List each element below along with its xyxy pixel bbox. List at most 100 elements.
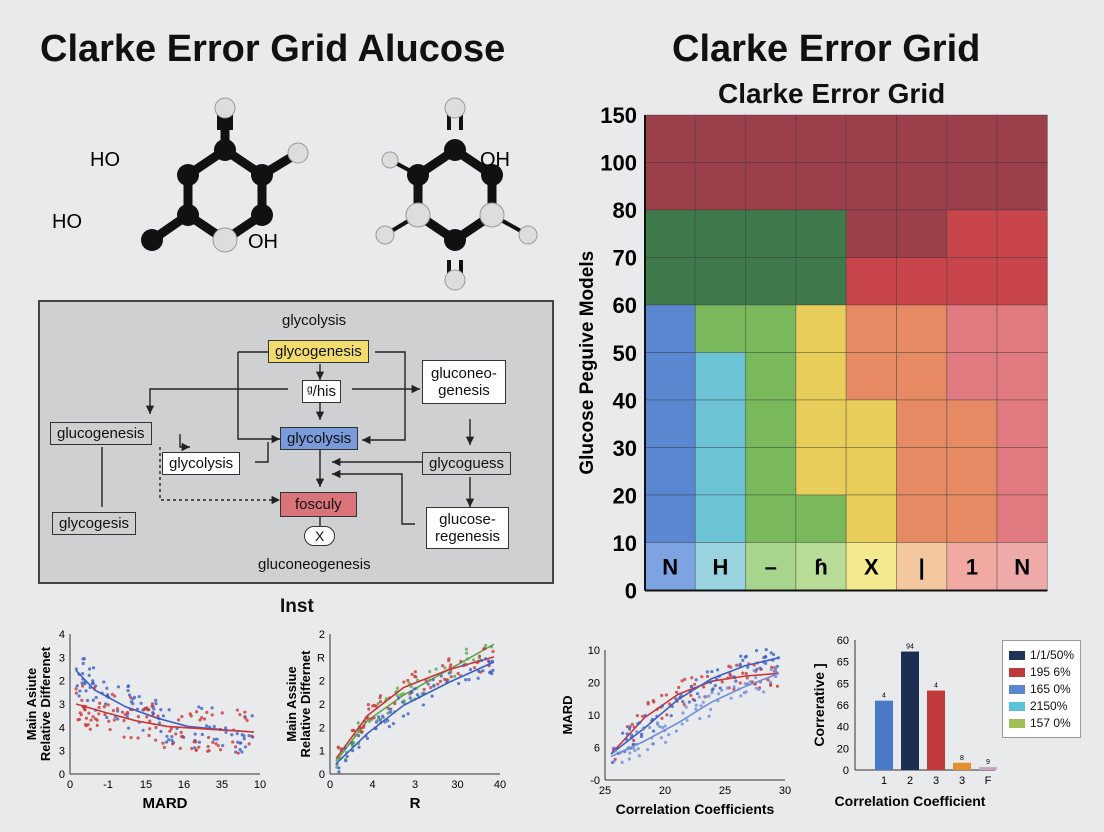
scatter-point	[443, 677, 447, 681]
scatter-point	[632, 738, 636, 743]
scatter-point	[250, 714, 254, 718]
grid-cell	[694, 209, 747, 258]
scatter-point	[429, 685, 433, 690]
scatter-point	[243, 710, 247, 714]
scatter-point	[92, 686, 97, 690]
scatter-point	[131, 702, 135, 706]
scatter-point	[143, 706, 147, 711]
scatter-point	[685, 718, 689, 722]
scatter-point	[198, 718, 202, 722]
bar-data-label: 4	[882, 693, 886, 700]
y-axis-title: Main Assiue	[284, 666, 299, 741]
grid-cell	[996, 162, 1048, 211]
scatter-point	[194, 710, 199, 714]
scatter-point	[139, 701, 143, 705]
y-tick-label: 60	[837, 635, 849, 647]
node-gluconeo: gluconeo- genesis	[422, 360, 506, 404]
scatter-point	[476, 676, 480, 680]
scatter-point	[624, 737, 629, 741]
y-tick-label: 65	[837, 657, 849, 669]
scatter-point	[106, 703, 110, 707]
scatter-point	[136, 715, 141, 719]
scatter-point	[660, 725, 665, 730]
grid-cell	[996, 447, 1048, 496]
scatter-point	[81, 661, 85, 666]
scatter-point	[123, 712, 128, 717]
scatter-point	[83, 708, 87, 712]
scatter-point	[77, 694, 81, 698]
grid-cell	[946, 352, 998, 401]
y-tick-label: 0	[625, 579, 637, 604]
scatter-point	[108, 727, 112, 732]
scatter-point	[125, 710, 130, 715]
scatter-point	[116, 685, 121, 689]
scatter-point	[612, 746, 616, 750]
x-tick-label: 99	[985, 603, 1008, 606]
scatter-point	[741, 658, 745, 662]
scatter-point	[154, 702, 158, 706]
scatter-point	[242, 734, 246, 738]
y-axis-title-line2: Relative Differnet	[298, 650, 313, 758]
y-tick-label: 6	[594, 743, 600, 755]
scatter-point	[651, 699, 655, 703]
scatter-point	[79, 713, 83, 717]
scatter-point	[729, 696, 733, 700]
scatter-point	[102, 680, 106, 684]
grid-cell	[644, 494, 696, 543]
scatter-point	[236, 751, 240, 755]
y-tick-label: 100	[600, 151, 637, 176]
scatter-point	[159, 708, 163, 712]
scatter-point	[230, 733, 234, 737]
scatter-point	[699, 704, 703, 708]
grid-cell	[694, 494, 747, 543]
scatter-point	[102, 705, 106, 709]
scatter-point	[122, 719, 126, 723]
scatter-point	[197, 740, 201, 744]
scatter-point	[768, 680, 772, 684]
legend-swatch	[1009, 684, 1025, 694]
series-line	[335, 643, 495, 762]
grid-cell	[795, 114, 847, 163]
x-tick-label: 3	[412, 779, 418, 791]
bar-data-label: 4	[934, 683, 938, 690]
grid-cell	[745, 209, 797, 258]
scatter-point	[402, 680, 406, 684]
scatter-point	[472, 658, 476, 662]
grid-cell	[896, 447, 948, 496]
scatter-point	[773, 668, 778, 673]
scatter-point	[677, 685, 681, 690]
scatter-point	[755, 667, 759, 671]
y-tick-label: 2	[319, 722, 325, 734]
grid-cell	[795, 352, 847, 401]
scatter-point	[97, 712, 101, 716]
scatter-point	[674, 729, 678, 733]
scatter-point	[693, 698, 697, 702]
legend-item: 195 6%	[1009, 665, 1074, 679]
carbon-atom	[214, 139, 236, 161]
zone-letter: X	[864, 555, 879, 580]
scatter-point	[431, 678, 435, 682]
y-axis-title-line2: Relative Differenet	[38, 646, 53, 761]
zone-band-cell	[845, 542, 898, 591]
scatter-point	[245, 718, 249, 722]
scatter-point	[732, 685, 736, 689]
scatter-point	[89, 718, 93, 722]
scatter-point	[651, 729, 656, 733]
scatter-point	[193, 746, 197, 750]
scatter-point	[224, 730, 228, 734]
x-tick-label: 4	[369, 779, 375, 791]
scatter-point	[705, 670, 709, 674]
node-center-small: ᵍ/his	[302, 380, 341, 403]
x-tick-label: 25	[719, 785, 731, 797]
scatter-point	[408, 696, 412, 700]
scatter-point	[710, 670, 714, 674]
scatter-point	[386, 719, 390, 723]
scatter-point	[336, 745, 340, 749]
right-title: Clarke Error Grid	[672, 28, 981, 70]
y-tick-label: 4	[59, 722, 65, 734]
scatter-point	[212, 724, 216, 729]
scatter-point	[646, 700, 650, 705]
hydrogen-atom	[214, 97, 236, 119]
scatter-point	[636, 747, 640, 751]
scatter-point	[357, 734, 361, 738]
